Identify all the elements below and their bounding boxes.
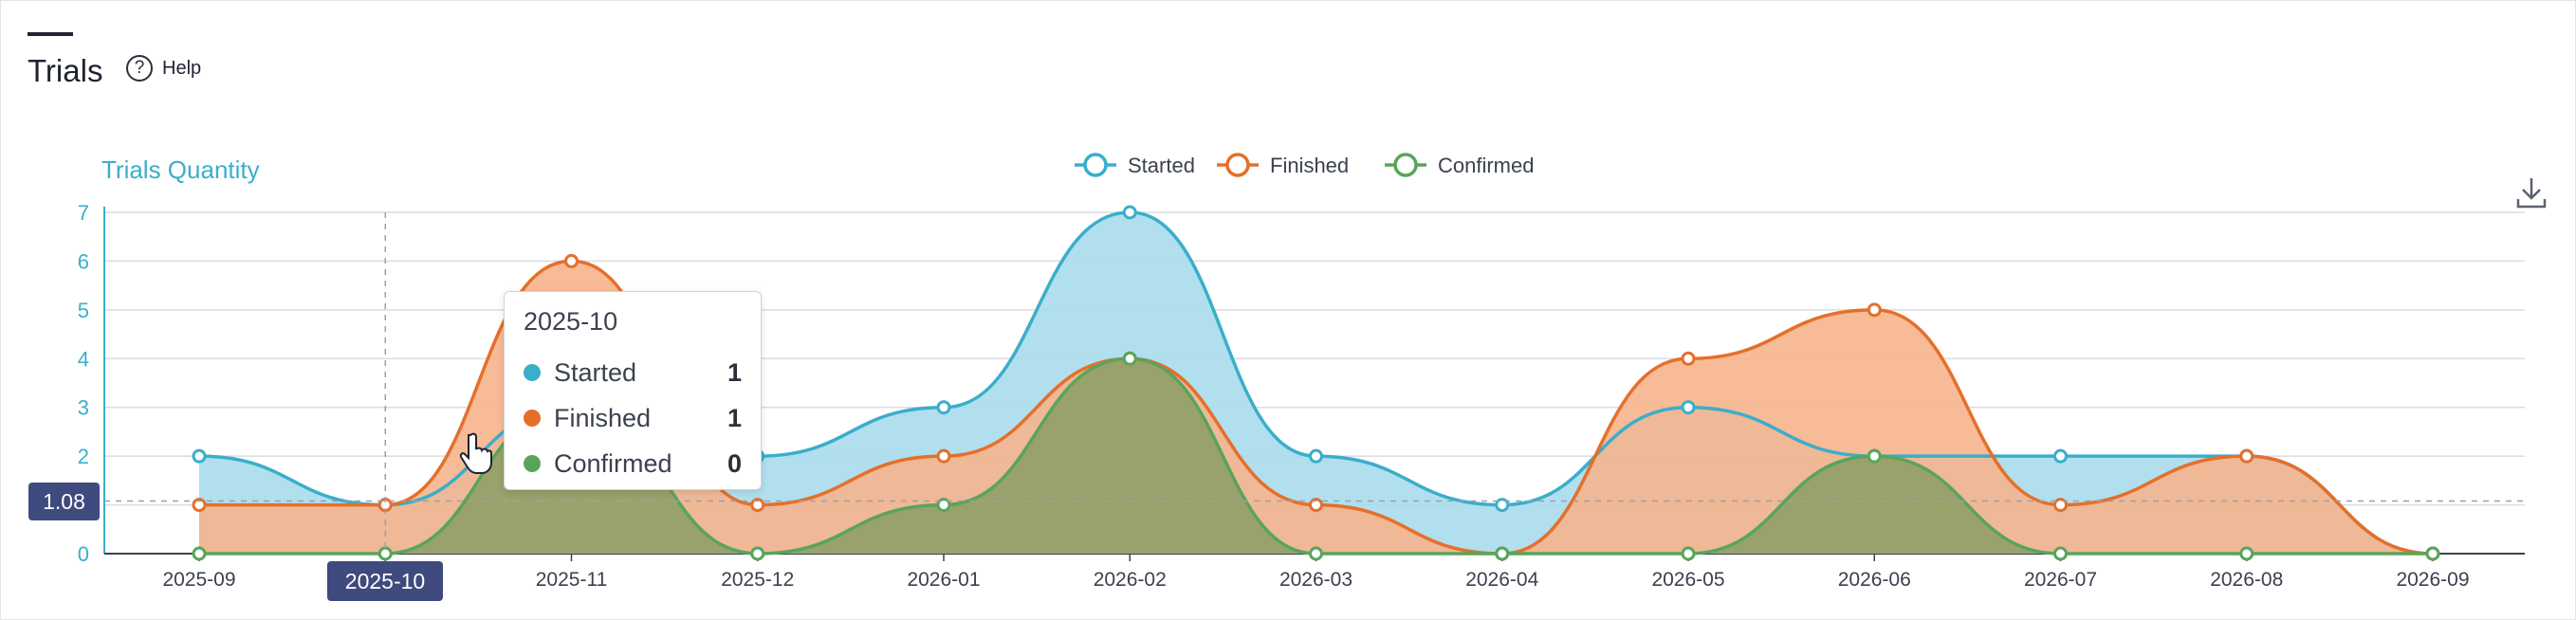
x-axis-hover-label: 2025-10 (327, 561, 443, 601)
data-point-finished (564, 253, 579, 268)
legend-item-finished[interactable]: Finished (1217, 153, 1349, 177)
tooltip-title: 2025-10 (524, 307, 618, 336)
data-point-started (192, 448, 207, 464)
hand-cursor-icon (459, 432, 492, 474)
data-point-started (936, 400, 951, 415)
tooltip-row-finished: Finished 1 (524, 395, 742, 441)
tooltip-row-confirmed: Confirmed 0 (524, 441, 742, 486)
tooltip-row-started: Started 1 (524, 350, 742, 395)
data-point-finished (936, 448, 951, 464)
legend-marker (1393, 153, 1418, 177)
data-point-confirmed (2239, 546, 2254, 561)
data-point-started (1495, 498, 1510, 513)
data-point-confirmed (750, 546, 765, 561)
x-tick-label: 2026-08 (2210, 569, 2283, 591)
legend-item-confirmed[interactable]: Confirmed (1385, 153, 1534, 177)
data-point-confirmed (2053, 546, 2068, 561)
y-axis-hover-readout: 1.08 (28, 483, 100, 520)
legend-label: Confirmed (1438, 154, 1534, 177)
page-title: Trials (28, 53, 103, 88)
x-tick-label: 2026-03 (1279, 569, 1352, 591)
data-point-confirmed (936, 498, 951, 513)
tooltip-value: 1 (727, 403, 742, 432)
data-point-finished (750, 498, 765, 513)
y-tick-label: 2 (78, 445, 89, 468)
data-point-started (2053, 448, 2068, 464)
data-point-finished (192, 498, 207, 513)
tooltip-dot-started (524, 364, 541, 381)
data-point-confirmed (192, 546, 207, 561)
y-tick-label: 0 (78, 542, 89, 566)
data-point-started (1681, 400, 1696, 415)
help-button[interactable]: ? Help (126, 55, 201, 82)
y-axis-title: Trials Quantity (101, 155, 260, 184)
legend-label: Started (1128, 154, 1195, 177)
data-point-started (1122, 205, 1137, 220)
y-tick-label: 5 (78, 299, 89, 322)
data-point-finished (2053, 498, 2068, 513)
legend-label: Finished (1270, 154, 1349, 177)
x-tick-label: 2025-11 (536, 569, 608, 591)
title-accent-bar (28, 32, 73, 36)
y-tick-label: 7 (78, 201, 89, 225)
data-point-finished (1867, 302, 1882, 318)
data-point-confirmed (1495, 546, 1510, 561)
data-point-confirmed (1309, 546, 1323, 561)
x-tick-label: 2026-02 (1094, 569, 1167, 591)
series-area-confirmed (199, 358, 2433, 554)
tooltip-value: 1 (727, 357, 742, 387)
x-tick-label: 2026-09 (2396, 569, 2469, 591)
help-icon: ? (126, 55, 153, 82)
legend-item-started[interactable]: Started (1075, 153, 1195, 177)
y-tick-label: 4 (78, 347, 89, 371)
data-point-confirmed (1867, 448, 1882, 464)
legend-marker (1083, 153, 1108, 177)
tooltip-dot-finished (524, 410, 541, 427)
tooltip-name: Finished (554, 403, 652, 432)
x-tick-label: 2026-06 (1838, 569, 1911, 591)
tooltip-dot-confirmed (524, 455, 541, 472)
x-tick-label: 2025-12 (721, 569, 794, 591)
y-tick-label: 6 (78, 249, 89, 273)
x-tick-label: 2026-04 (1465, 569, 1538, 591)
tooltip-name: Started (554, 357, 637, 387)
data-point-confirmed (1681, 546, 1696, 561)
download-icon-glyph (2516, 178, 2547, 209)
data-point-confirmed (2425, 546, 2440, 561)
tooltip-value: 0 (727, 448, 742, 478)
x-tick-label: 2026-07 (2024, 569, 2097, 591)
data-point-finished (2239, 448, 2254, 464)
data-point-started (1309, 448, 1323, 464)
data-point-confirmed (1122, 351, 1137, 366)
x-tick-label: 2025-09 (162, 569, 235, 591)
tooltip-name: Confirmed (554, 448, 672, 478)
x-tick-label: 2026-01 (907, 569, 980, 591)
x-tick-label: 2026-05 (1651, 569, 1724, 591)
legend-marker (1225, 153, 1250, 177)
download-icon[interactable] (2516, 178, 2547, 209)
help-label: Help (162, 57, 202, 79)
data-point-finished (1309, 498, 1323, 513)
y-tick-label: 3 (78, 396, 89, 420)
chart-tooltip: 2025-10 Started 1 Finished 1 Confirmed 0 (504, 291, 762, 490)
data-point-finished (1681, 351, 1696, 366)
